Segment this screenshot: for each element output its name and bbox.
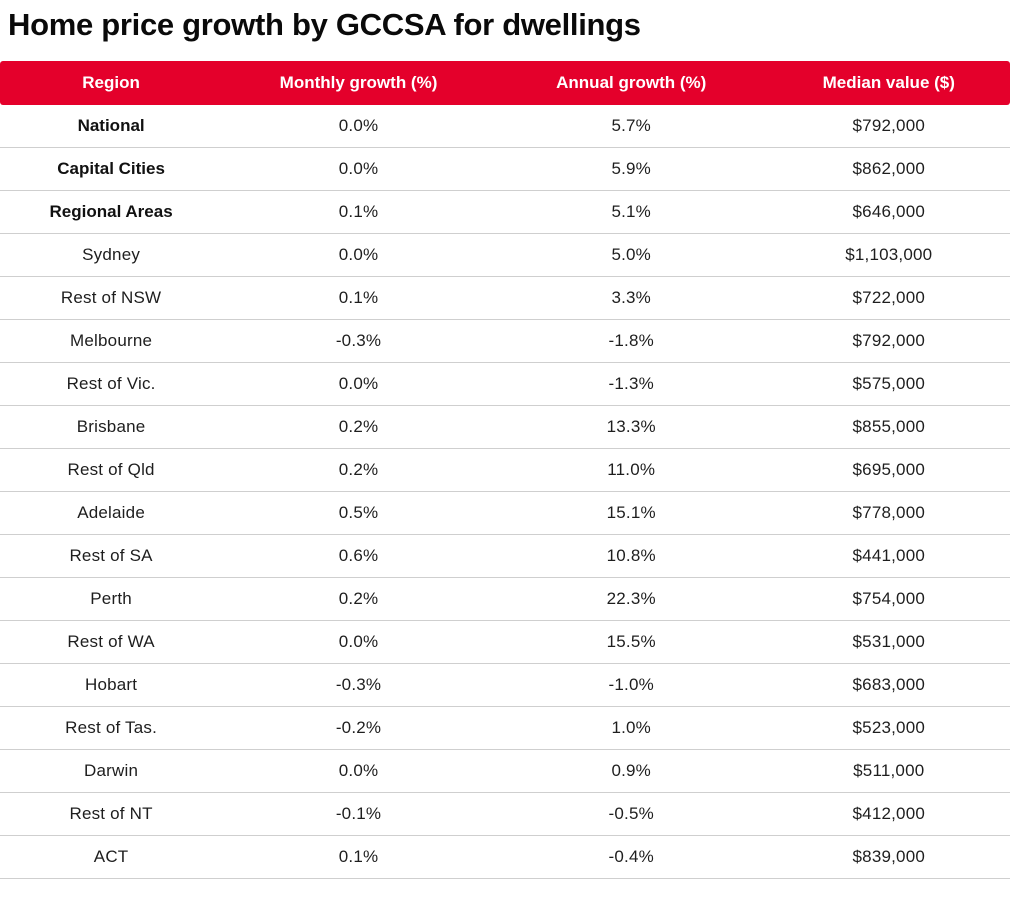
column-header-median-value: Median value ($) [767, 60, 1010, 105]
median-value-cell: $531,000 [767, 620, 1010, 665]
annual-growth-cell: 5.9% [494, 147, 768, 192]
annual-growth-cell: 10.8% [494, 534, 768, 579]
table-row: Perth 0.2% 22.3% $754,000 [0, 577, 1010, 622]
median-value-cell: $754,000 [767, 577, 1010, 622]
home-price-table: Region Monthly growth (%) Annual growth … [0, 60, 1010, 880]
table-row: National 0.0% 5.7% $792,000 [0, 104, 1010, 149]
annual-growth-cell: 5.0% [494, 233, 768, 278]
monthly-growth-cell: 0.0% [222, 147, 495, 192]
table-row: Brisbane 0.2% 13.3% $855,000 [0, 405, 1010, 450]
table-row: Adelaide 0.5% 15.1% $778,000 [0, 491, 1010, 536]
median-value-cell: $695,000 [767, 448, 1010, 493]
table-row: ACT 0.1% -0.4% $839,000 [0, 835, 1010, 880]
column-header-annual-growth: Annual growth (%) [494, 60, 768, 105]
page-title: Home price growth by GCCSA for dwellings [8, 7, 641, 42]
monthly-growth-cell: -0.1% [222, 792, 495, 837]
region-cell: Darwin [0, 749, 223, 794]
annual-growth-cell: 13.3% [494, 405, 768, 450]
annual-growth-cell: -1.0% [494, 663, 768, 708]
monthly-growth-cell: 0.1% [222, 276, 495, 321]
monthly-growth-cell: -0.3% [222, 319, 495, 364]
region-cell: Rest of Vic. [0, 362, 223, 407]
monthly-growth-cell: 0.2% [222, 448, 495, 493]
annual-growth-cell: 5.1% [494, 190, 768, 235]
region-cell: Rest of Tas. [0, 706, 223, 751]
median-value-cell: $646,000 [767, 190, 1010, 235]
region-cell: Regional Areas [0, 190, 223, 235]
region-cell: Rest of WA [0, 620, 223, 665]
annual-growth-cell: 11.0% [494, 448, 768, 493]
region-cell: National [0, 104, 223, 149]
annual-growth-cell: -0.4% [494, 835, 768, 880]
monthly-growth-cell: 0.2% [222, 577, 495, 622]
annual-growth-cell: 0.9% [494, 749, 768, 794]
median-value-cell: $862,000 [767, 147, 1010, 192]
monthly-growth-cell: 0.0% [222, 233, 495, 278]
table-row: Melbourne -0.3% -1.8% $792,000 [0, 319, 1010, 364]
annual-growth-cell: -0.5% [494, 792, 768, 837]
annual-growth-cell: 5.7% [494, 104, 768, 149]
annual-growth-cell: 22.3% [494, 577, 768, 622]
table-row: Darwin 0.0% 0.9% $511,000 [0, 749, 1010, 794]
table-row: Sydney 0.0% 5.0% $1,103,000 [0, 233, 1010, 278]
region-cell: Melbourne [0, 319, 223, 364]
table-row: Regional Areas 0.1% 5.1% $646,000 [0, 190, 1010, 235]
annual-growth-cell: 15.1% [494, 491, 768, 536]
monthly-growth-cell: 0.1% [222, 835, 495, 880]
annual-growth-cell: -1.3% [494, 362, 768, 407]
annual-growth-cell: -1.8% [494, 319, 768, 364]
table-row: Rest of SA 0.6% 10.8% $441,000 [0, 534, 1010, 579]
annual-growth-cell: 1.0% [494, 706, 768, 751]
median-value-cell: $722,000 [767, 276, 1010, 321]
median-value-cell: $523,000 [767, 706, 1010, 751]
table-row: Capital Cities 0.0% 5.9% $862,000 [0, 147, 1010, 192]
median-value-cell: $511,000 [767, 749, 1010, 794]
table-row: Rest of WA 0.0% 15.5% $531,000 [0, 620, 1010, 665]
table-row: Rest of Tas. -0.2% 1.0% $523,000 [0, 706, 1010, 751]
region-cell: Hobart [0, 663, 223, 708]
monthly-growth-cell: -0.2% [222, 706, 495, 751]
monthly-growth-cell: 0.0% [222, 749, 495, 794]
annual-growth-cell: 3.3% [494, 276, 768, 321]
median-value-cell: $441,000 [767, 534, 1010, 579]
column-header-monthly-growth: Monthly growth (%) [222, 60, 495, 105]
median-value-cell: $575,000 [767, 362, 1010, 407]
median-value-cell: $855,000 [767, 405, 1010, 450]
annual-growth-cell: 15.5% [494, 620, 768, 665]
median-value-cell: $1,103,000 [767, 233, 1010, 278]
region-cell: Sydney [0, 233, 223, 278]
monthly-growth-cell: 0.1% [222, 190, 495, 235]
median-value-cell: $792,000 [767, 104, 1010, 149]
table-row: Rest of NSW 0.1% 3.3% $722,000 [0, 276, 1010, 321]
monthly-growth-cell: 0.0% [222, 620, 495, 665]
median-value-cell: $778,000 [767, 491, 1010, 536]
monthly-growth-cell: 0.0% [222, 362, 495, 407]
median-value-cell: $683,000 [767, 663, 1010, 708]
region-cell: Rest of SA [0, 534, 223, 579]
table-row: Rest of NT -0.1% -0.5% $412,000 [0, 792, 1010, 837]
region-cell: Rest of Qld [0, 448, 223, 493]
column-header-region: Region [0, 60, 223, 105]
table-body: National 0.0% 5.7% $792,000 Capital Cities 0.… [0, 104, 1010, 880]
monthly-growth-cell: -0.3% [222, 663, 495, 708]
monthly-growth-cell: 0.2% [222, 405, 495, 450]
table-row: Rest of Qld 0.2% 11.0% $695,000 [0, 448, 1010, 493]
table-header: Region Monthly growth (%) Annual growth … [0, 60, 1010, 105]
region-cell: Brisbane [0, 405, 223, 450]
region-cell: ACT [0, 835, 223, 880]
region-cell: Adelaide [0, 491, 223, 536]
monthly-growth-cell: 0.6% [222, 534, 495, 579]
region-cell: Rest of NSW [0, 276, 223, 321]
region-cell: Perth [0, 577, 223, 622]
monthly-growth-cell: 0.5% [222, 491, 495, 536]
table-row: Rest of Vic. 0.0% -1.3% $575,000 [0, 362, 1010, 407]
median-value-cell: $792,000 [767, 319, 1010, 364]
region-cell: Capital Cities [0, 147, 223, 192]
table-row: Hobart -0.3% -1.0% $683,000 [0, 663, 1010, 708]
median-value-cell: $412,000 [767, 792, 1010, 837]
monthly-growth-cell: 0.0% [222, 104, 495, 149]
median-value-cell: $839,000 [767, 835, 1010, 880]
region-cell: Rest of NT [0, 792, 223, 837]
